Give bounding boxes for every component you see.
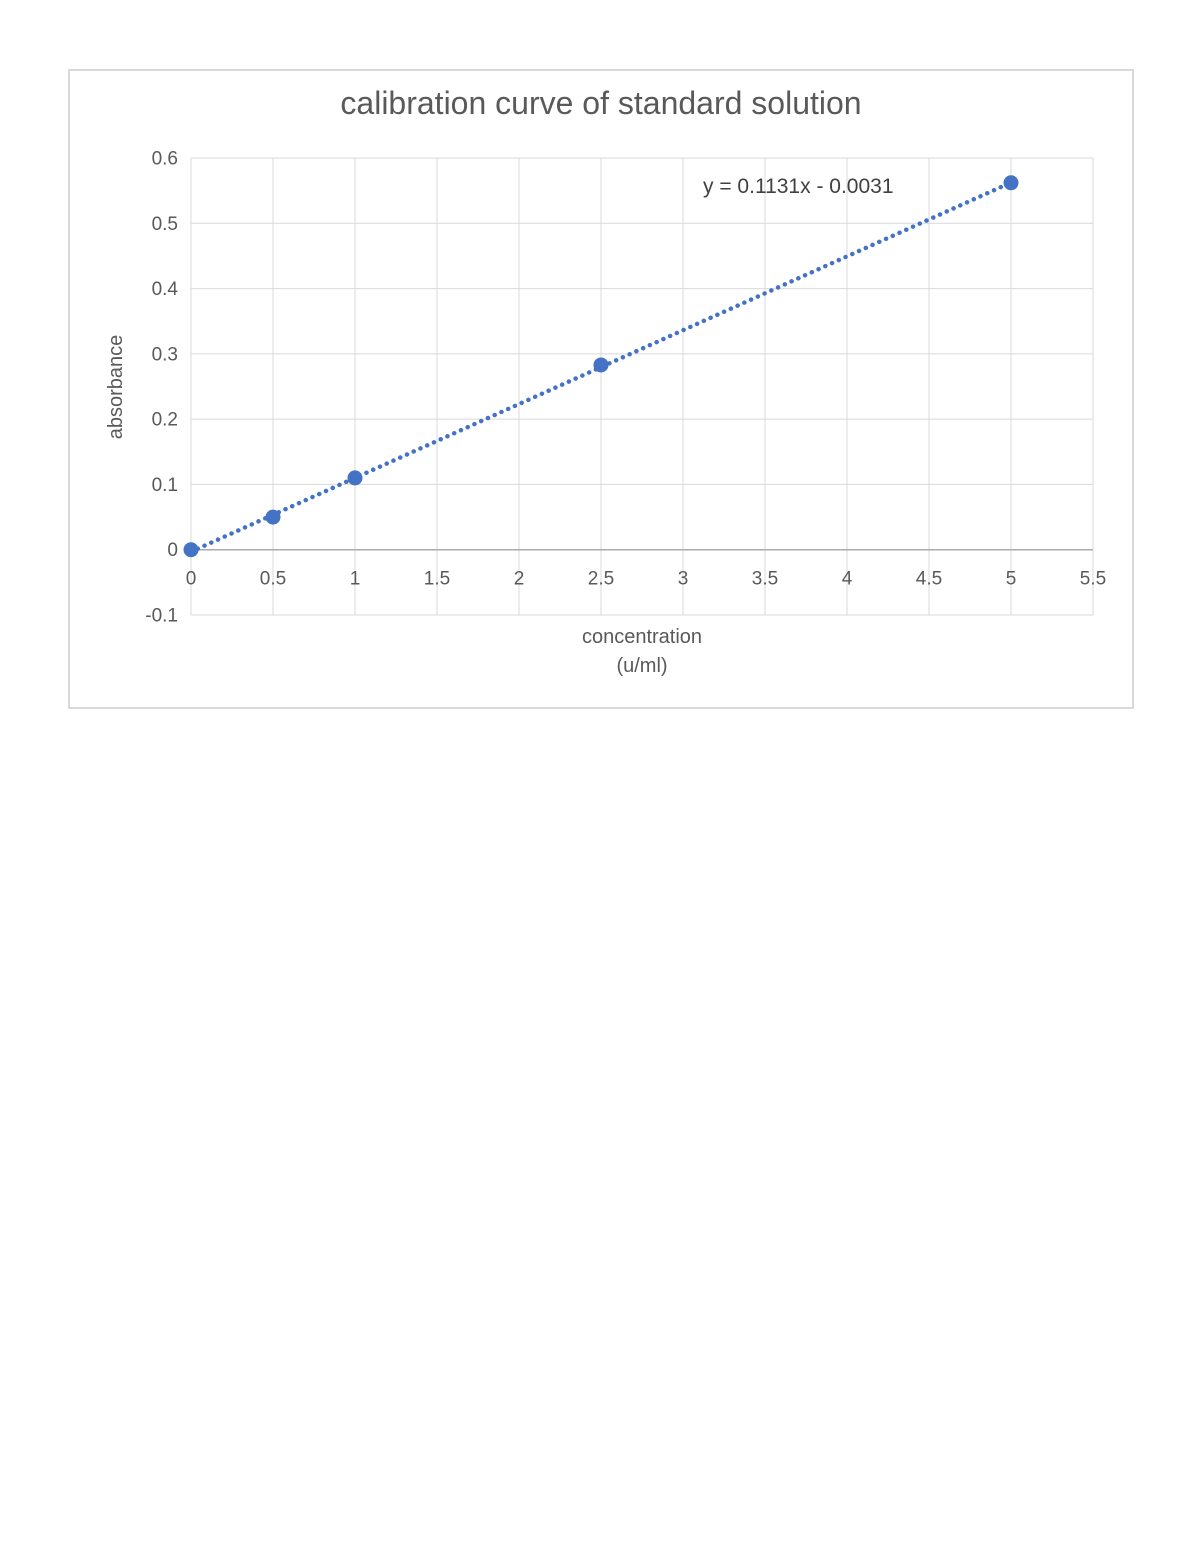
x-tick-label: 0.5 xyxy=(260,569,286,590)
y-tick-label: 0.5 xyxy=(152,214,178,235)
x-axis-title-line1: concentration xyxy=(581,626,703,648)
x-tick-label: 2.5 xyxy=(588,569,614,590)
x-tick-label: 4.5 xyxy=(916,569,942,590)
x-axis-title-line2: (u/ml) xyxy=(616,655,668,677)
y-tick-label: 0.6 xyxy=(152,149,178,170)
calibration-chart-container: -0.1 0 0.1 0.2 0.3 0.4 0.5 0.6 0 0.5 1 1.5 2 2.5 3 3.5 4… xyxy=(68,69,1134,709)
x-tick-label: 1.5 xyxy=(424,569,450,590)
plot-area: -0.1 0 0.1 0.2 0.3 0.4 0.5 0.6 0 0.5 1 1.5 2 2.5 3 3.5 4… xyxy=(145,149,1106,627)
y-tick-label: 0.1 xyxy=(152,475,178,496)
data-point-marker xyxy=(265,509,281,525)
data-point-marker xyxy=(183,542,199,558)
data-point-marker xyxy=(593,357,609,373)
x-tick-label: 3.5 xyxy=(752,569,778,590)
y-tick-label: 0.3 xyxy=(152,344,178,365)
x-tick-label: 5.5 xyxy=(1080,569,1106,590)
y-tick-label: 0.4 xyxy=(152,279,179,300)
data-point-marker xyxy=(1003,175,1019,191)
x-tick-label: 0 xyxy=(186,569,197,590)
chart-title: calibration curve of standard solution xyxy=(340,85,862,121)
x-tick-label: 5 xyxy=(1006,569,1017,590)
data-point-marker xyxy=(347,470,363,486)
x-axis-title: concentration (u/ml) xyxy=(502,623,782,681)
x-tick-label: 3 xyxy=(678,569,689,590)
y-tick-label: 0 xyxy=(167,540,178,561)
y-tick-label: 0.2 xyxy=(152,410,178,431)
x-tick-label: 1 xyxy=(350,569,361,590)
x-tick-label: 2 xyxy=(514,569,525,590)
y-tick-label: -0.1 xyxy=(145,606,178,627)
y-axis-title: absorbance xyxy=(105,334,127,440)
trendline-equation-label: y = 0.1131x - 0.0031 xyxy=(703,175,894,198)
x-tick-label: 4 xyxy=(842,569,853,590)
